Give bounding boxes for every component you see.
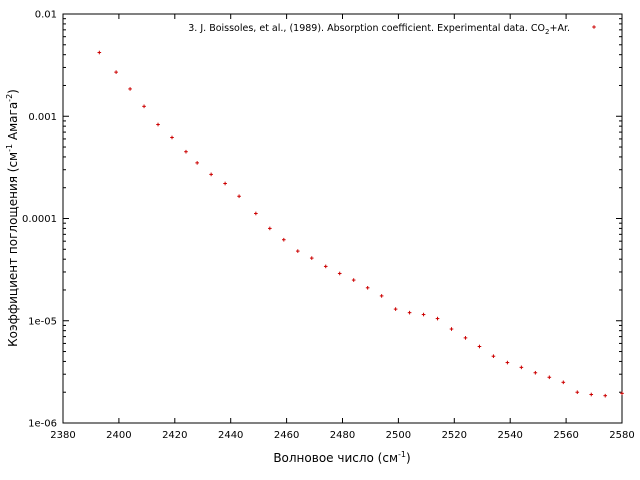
y-axis: 1e-06 1e-05 0.0001 0.001 0.01: [22, 10, 622, 430]
data-point: [505, 360, 510, 365]
x-tick-label: 2460: [274, 430, 299, 441]
data-point: [156, 122, 160, 127]
y-tick-label: 0.001: [28, 112, 57, 123]
legend: 3. J. Boissoles, et al., (1989). Absorpt…: [188, 23, 596, 36]
data-point: [195, 161, 199, 165]
plot-frame-group: [62, 13, 623, 424]
data-point: [351, 278, 356, 282]
data-point: [114, 70, 118, 74]
legend-marker-plus: [592, 25, 596, 29]
data-point: [547, 375, 552, 380]
x-tick-label: 2420: [162, 430, 187, 441]
x-tick-label: 2580: [609, 430, 634, 441]
data-point: [337, 271, 342, 276]
y-tick-label: 1e-05: [28, 316, 57, 327]
data-point: [142, 104, 146, 109]
x-tick-label: 2500: [386, 430, 411, 441]
x-tick-label: 2520: [442, 430, 467, 441]
y-tick-label: 0.01: [35, 10, 57, 21]
x-axis: 2380 2400 2420 2440 2460 2480 2500 2520 2540 2560…: [50, 14, 635, 441]
data-point: [295, 249, 300, 253]
x-tick-label: 2380: [50, 430, 75, 441]
data-point: [309, 256, 314, 260]
data-point: [477, 344, 482, 349]
data-point: [237, 194, 241, 199]
data-point: [421, 312, 426, 317]
data-points: [97, 50, 624, 398]
data-point: [323, 264, 328, 269]
data-point: [603, 393, 608, 398]
data-point: [491, 354, 496, 359]
data-point: [620, 391, 624, 396]
data-point: [282, 237, 286, 242]
data-point: [184, 149, 188, 154]
data-point: [533, 370, 538, 375]
data-point: [268, 226, 272, 231]
data-point: [379, 294, 384, 298]
data-point: [128, 87, 132, 91]
data-point: [435, 316, 440, 321]
data-point: [589, 392, 594, 397]
x-axis-title: Волновое число (см-1): [273, 450, 410, 465]
data-point: [97, 50, 102, 55]
data-point: [254, 211, 258, 216]
x-tick-label: 2440: [218, 430, 243, 441]
x-tick-label: 2480: [330, 430, 355, 441]
x-tick-label: 2540: [497, 430, 522, 441]
data-point: [407, 310, 412, 315]
y-tick-label: 0.0001: [22, 214, 57, 225]
data-point: [463, 336, 468, 340]
data-point: [519, 365, 524, 370]
data-point: [561, 380, 566, 385]
x-tick-label: 2560: [553, 430, 578, 441]
x-tick-label: 2400: [106, 430, 131, 441]
data-point: [575, 390, 580, 395]
data-point: [209, 172, 213, 177]
y-axis-title: Коэффициент поглощения (см-1 Амага-2): [5, 89, 20, 347]
plot-frame: [62, 13, 623, 424]
y-tick-label: 1e-06: [28, 419, 57, 430]
legend-label: 3. J. Boissoles, et al., (1989). Absorpt…: [188, 23, 570, 36]
data-point: [223, 181, 227, 186]
data-point: [365, 286, 370, 290]
data-point: [449, 327, 454, 331]
data-point: [170, 135, 174, 140]
data-point: [393, 307, 398, 311]
